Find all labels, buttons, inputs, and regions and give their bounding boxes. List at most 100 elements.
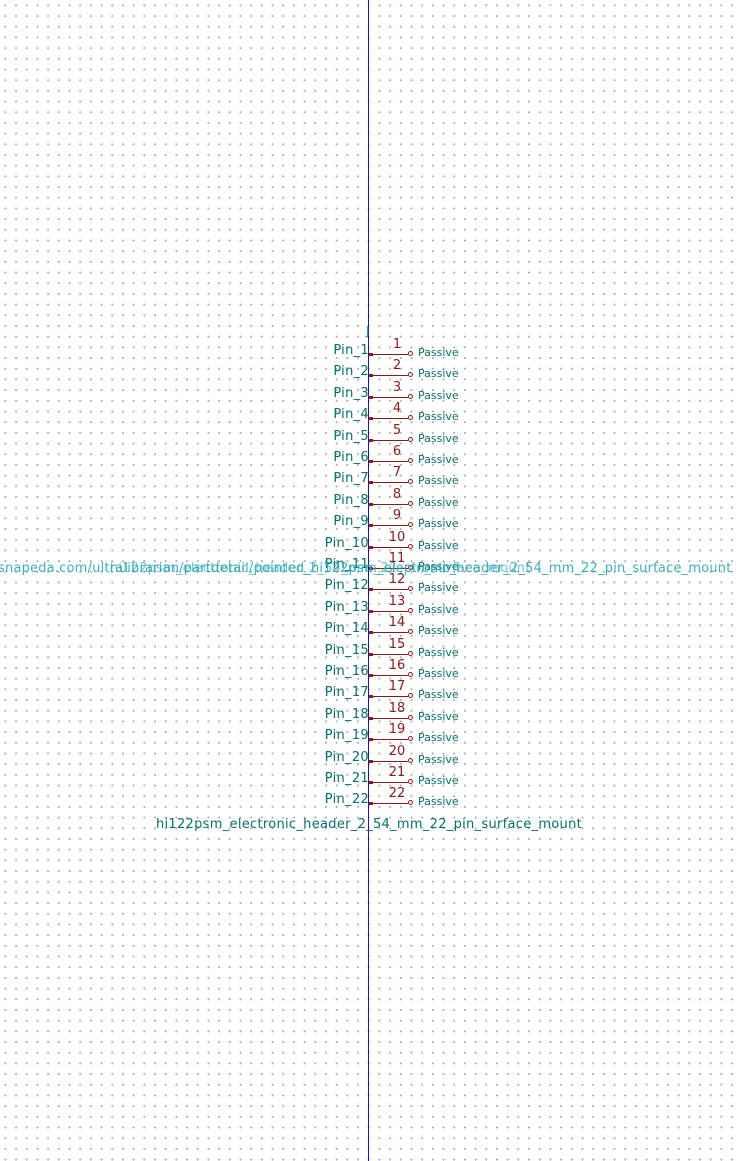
pin-end-circle-icon[interactable]: [408, 351, 413, 356]
pin-electrical-type: Passive: [418, 709, 459, 723]
pin-root-marker: [369, 674, 373, 677]
pin-end-circle-icon[interactable]: [408, 415, 413, 421]
pin-row[interactable]: Pin_7 7 Passive: [0, 465, 738, 493]
pin-electrical-type: Passive: [418, 731, 459, 745]
reference-designator[interactable]: J: [366, 324, 370, 338]
pin-row[interactable]: Pin_6 6 Passive: [0, 444, 738, 472]
pin-row[interactable]: Pin_18 18 Passive: [0, 701, 738, 729]
pin-end-circle-icon[interactable]: [408, 714, 413, 720]
pin-row[interactable]: Pin_4 4 Passive: [0, 401, 738, 429]
pin-line[interactable]: [370, 375, 408, 377]
pin-end-circle-icon[interactable]: [408, 650, 413, 656]
pin-name: Pin_3: [333, 385, 369, 401]
pin-line[interactable]: [370, 696, 408, 698]
pin-line[interactable]: [370, 525, 408, 527]
pin-row[interactable]: Pin_14 14 Passive: [0, 615, 738, 643]
pin-name: Pin_20: [324, 749, 369, 765]
pin-number: 12: [388, 572, 406, 588]
pin-end-circle-icon[interactable]: [408, 372, 413, 378]
pin-name: Pin_13: [324, 599, 369, 615]
pin-root-marker: [369, 716, 373, 720]
pin-row[interactable]: Pin_5 5 Passive: [0, 423, 738, 451]
pin-line[interactable]: [370, 503, 408, 505]
pin-name: Pin_17: [324, 685, 369, 701]
pin-end-circle-icon[interactable]: [408, 522, 413, 528]
pin-end-circle-icon[interactable]: [408, 779, 413, 784]
pin-end-circle-icon[interactable]: [408, 607, 413, 613]
pin-number: 1: [392, 337, 402, 352]
pin-row[interactable]: Pin_2 2 Passive: [0, 358, 738, 386]
pin-line[interactable]: [370, 568, 408, 569]
pin-row[interactable]: Pin_19 19 Passive: [0, 722, 738, 750]
pin-row[interactable]: Pin_8 8 Passive: [0, 487, 738, 515]
pin-name: Pin_8: [333, 492, 369, 508]
pin-row[interactable]: Pin_16 16 Passive: [0, 658, 738, 686]
pin-electrical-type: Passive: [418, 538, 459, 552]
pin-row[interactable]: Pin_3 3 Passive: [0, 380, 738, 408]
pin-row[interactable]: Pin_1 1 Passive: [0, 337, 738, 365]
pin-end-circle-icon[interactable]: [408, 693, 413, 699]
pin-name: Pin_15: [324, 642, 369, 658]
pin-end-circle-icon[interactable]: [408, 736, 413, 742]
pin-electrical-type: Passive: [418, 645, 459, 659]
pin-line[interactable]: [370, 461, 408, 462]
pin-line[interactable]: [370, 803, 408, 805]
pin-end-circle-icon[interactable]: [408, 629, 413, 635]
pin-line[interactable]: [370, 589, 408, 591]
pin-row[interactable]: Pin_10 10 Passive: [0, 530, 738, 558]
pin-line[interactable]: [370, 439, 408, 441]
pin-row[interactable]: Pin_12 12 Passive: [0, 572, 738, 600]
pin-end-circle-icon[interactable]: [408, 800, 413, 806]
pin-end-circle-icon[interactable]: [408, 565, 413, 570]
pin-end-circle-icon[interactable]: [408, 479, 413, 485]
pin-row[interactable]: Pin_15 15 Passive: [0, 637, 738, 665]
pin-line[interactable]: [370, 610, 408, 612]
pin-end-circle-icon[interactable]: [408, 458, 413, 463]
pin-number: 15: [388, 636, 406, 652]
pin-number: 16: [388, 658, 406, 673]
pin-electrical-type: Passive: [418, 667, 459, 680]
pin-root-marker: [369, 460, 373, 463]
pin-line[interactable]: [370, 632, 408, 634]
pin-number: 6: [392, 444, 402, 459]
pin-row[interactable]: Pin_17 17 Passive: [0, 679, 738, 707]
pin-line[interactable]: [370, 717, 408, 719]
pin-row[interactable]: Pin_11 11 Passive: [0, 551, 738, 579]
pin-number: 3: [392, 379, 402, 395]
pin-row[interactable]: Pin_22 22 Passive: [0, 786, 738, 814]
pin-electrical-type: Passive: [418, 453, 459, 466]
pin-row[interactable]: Pin_9 9 Passive: [0, 508, 738, 536]
pin-root-marker: [369, 781, 373, 784]
pin-name: Pin_6: [333, 450, 369, 465]
pin-line[interactable]: [370, 760, 408, 762]
pin-line[interactable]: [370, 739, 408, 741]
symbol-value[interactable]: hi122psm_electronic_header_2_54_mm_22_pi…: [155, 817, 583, 832]
pin-line[interactable]: [370, 354, 408, 355]
pin-end-circle-icon[interactable]: [408, 436, 413, 442]
pin-end-circle-icon[interactable]: [408, 586, 413, 592]
pin-end-circle-icon[interactable]: [408, 672, 413, 677]
pin-end-circle-icon[interactable]: [408, 500, 413, 506]
pin-root-marker: [369, 545, 373, 549]
pin-number: 22: [388, 786, 406, 802]
pin-number: 11: [388, 551, 406, 566]
pin-line[interactable]: [370, 782, 408, 783]
pin-end-circle-icon[interactable]: [408, 393, 413, 399]
pin-line[interactable]: [370, 396, 408, 398]
pin-line[interactable]: [370, 418, 408, 420]
pin-line[interactable]: [370, 675, 408, 676]
footprint-field[interactable]: hi122psm_electronic_header_2_54_mm_22_pi…: [110, 561, 531, 576]
pin-number: 2: [392, 358, 402, 374]
pin-row[interactable]: Pin_21 21 Passive: [0, 765, 738, 793]
pin-row[interactable]: Pin_13 13 Passive: [0, 594, 738, 622]
pin-name: Pin_12: [324, 578, 369, 594]
pin-end-circle-icon[interactable]: [408, 543, 413, 549]
pin-end-circle-icon[interactable]: [408, 757, 413, 763]
pin-line[interactable]: [370, 482, 408, 484]
pin-line[interactable]: [370, 546, 408, 548]
datasheet-field[interactable]: snapeda.com/ultralibrarian/partdetail/po…: [0, 561, 732, 576]
pin-line[interactable]: [370, 653, 408, 655]
pin-row[interactable]: Pin_20 20 Passive: [0, 744, 738, 772]
pin-root-marker: [369, 695, 373, 699]
